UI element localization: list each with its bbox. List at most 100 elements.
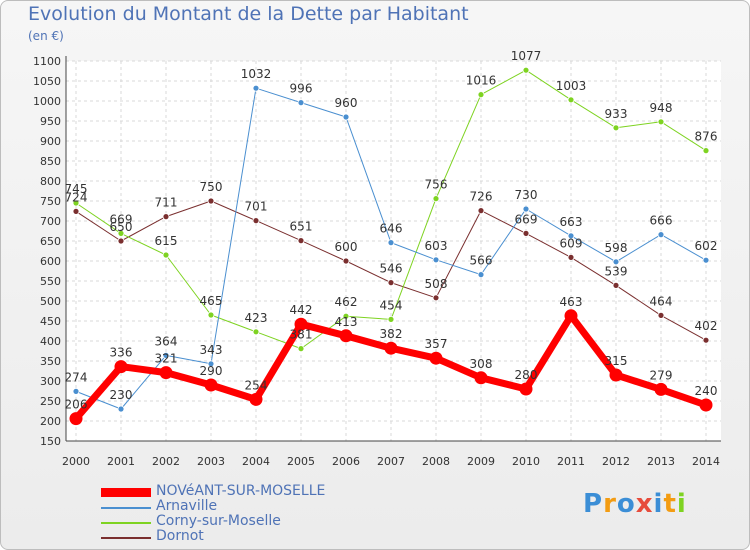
- data-point: [117, 237, 125, 245]
- data-point: [249, 392, 263, 406]
- y-tick-label: 550: [40, 275, 61, 288]
- data-label: 609: [560, 236, 583, 250]
- data-point: [657, 311, 665, 319]
- logo-letter: o: [616, 489, 636, 519]
- data-label: 650: [110, 220, 133, 234]
- data-label: 669: [515, 212, 538, 226]
- data-label: 701: [245, 200, 268, 214]
- data-label: 602: [695, 239, 718, 253]
- data-label: 336: [110, 346, 133, 360]
- data-point: [72, 387, 80, 395]
- data-point: [387, 279, 395, 287]
- data-point: [207, 360, 215, 368]
- data-point: [297, 345, 305, 353]
- x-tick-label: 2005: [287, 455, 315, 468]
- logo-letter: x: [635, 489, 654, 519]
- data-label: 290: [200, 364, 223, 378]
- data-label: 240: [695, 384, 718, 398]
- data-point: [657, 231, 665, 239]
- x-tick-label: 2004: [242, 455, 270, 468]
- data-label: 876: [695, 130, 718, 144]
- logo-letter: r: [603, 489, 617, 519]
- data-label: 454: [380, 298, 403, 312]
- data-label: 666: [650, 214, 673, 228]
- chart-title: Evolution du Montant de la Dette par Hab…: [28, 3, 469, 25]
- legend-label: Corny-sur-Moselle: [156, 513, 281, 529]
- data-label: 423: [245, 311, 268, 325]
- x-tick-label: 2010: [512, 455, 540, 468]
- data-label: 745: [65, 182, 88, 196]
- data-point: [699, 398, 713, 412]
- data-point: [297, 237, 305, 245]
- data-label: 402: [695, 319, 718, 333]
- legend-swatch: [101, 537, 151, 539]
- data-point: [162, 251, 170, 259]
- data-point: [162, 213, 170, 221]
- data-label: 279: [650, 368, 673, 382]
- y-tick-label: 350: [40, 355, 61, 368]
- data-label: 343: [200, 343, 223, 357]
- data-point: [72, 207, 80, 215]
- data-point: [114, 360, 128, 374]
- data-point: [72, 199, 80, 207]
- data-label: 230: [110, 388, 133, 402]
- y-tick-label: 800: [40, 175, 61, 188]
- logo-letter: i: [676, 489, 687, 519]
- data-label: 615: [155, 234, 178, 248]
- data-point: [339, 329, 353, 343]
- data-label: 254: [245, 378, 268, 392]
- data-label: 442: [290, 303, 313, 317]
- data-point: [159, 366, 173, 380]
- y-tick-label: 950: [40, 115, 61, 128]
- x-tick-label: 2000: [62, 455, 90, 468]
- data-label: 280: [515, 368, 538, 382]
- y-tick-label: 200: [40, 415, 61, 428]
- x-tick-label: 2003: [197, 455, 225, 468]
- data-point: [204, 378, 218, 392]
- y-tick-label: 300: [40, 375, 61, 388]
- data-label: 357: [425, 337, 448, 351]
- data-label: 996: [290, 82, 313, 96]
- data-point: [432, 256, 440, 264]
- data-point: [477, 271, 485, 279]
- data-label: 463: [560, 295, 583, 309]
- data-point: [702, 256, 710, 264]
- data-label: 756: [425, 178, 448, 192]
- x-tick-label: 2001: [107, 455, 135, 468]
- data-label: 1003: [556, 79, 587, 93]
- data-label: 663: [560, 215, 583, 229]
- y-tick-label: 1100: [33, 55, 61, 68]
- data-point: [432, 294, 440, 302]
- data-label: 933: [605, 107, 628, 121]
- data-point: [117, 405, 125, 413]
- data-point: [702, 147, 710, 155]
- chart-unit: (en €): [28, 29, 64, 43]
- data-label: 462: [335, 295, 358, 309]
- logo-letter: t: [663, 489, 677, 519]
- data-point: [519, 382, 533, 396]
- x-tick-label: 2002: [152, 455, 180, 468]
- data-point: [567, 96, 575, 104]
- x-tick-label: 2009: [467, 455, 495, 468]
- data-label: 413: [335, 315, 358, 329]
- data-label: 539: [605, 264, 628, 278]
- x-tick-label: 2013: [647, 455, 675, 468]
- y-tick-label: 600: [40, 255, 61, 268]
- data-point: [612, 281, 620, 289]
- y-tick-label: 850: [40, 155, 61, 168]
- legend-swatch: [101, 488, 151, 497]
- data-point: [297, 99, 305, 106]
- data-point: [342, 257, 350, 265]
- data-point: [252, 217, 260, 225]
- data-point: [342, 312, 350, 320]
- data-point: [207, 311, 215, 319]
- legend-swatch: [101, 522, 151, 524]
- data-point: [522, 205, 530, 213]
- data-label: 566: [470, 254, 493, 268]
- data-point: [522, 66, 530, 74]
- data-point: [162, 351, 170, 359]
- data-label: 651: [290, 220, 313, 234]
- data-label: 603: [425, 239, 448, 253]
